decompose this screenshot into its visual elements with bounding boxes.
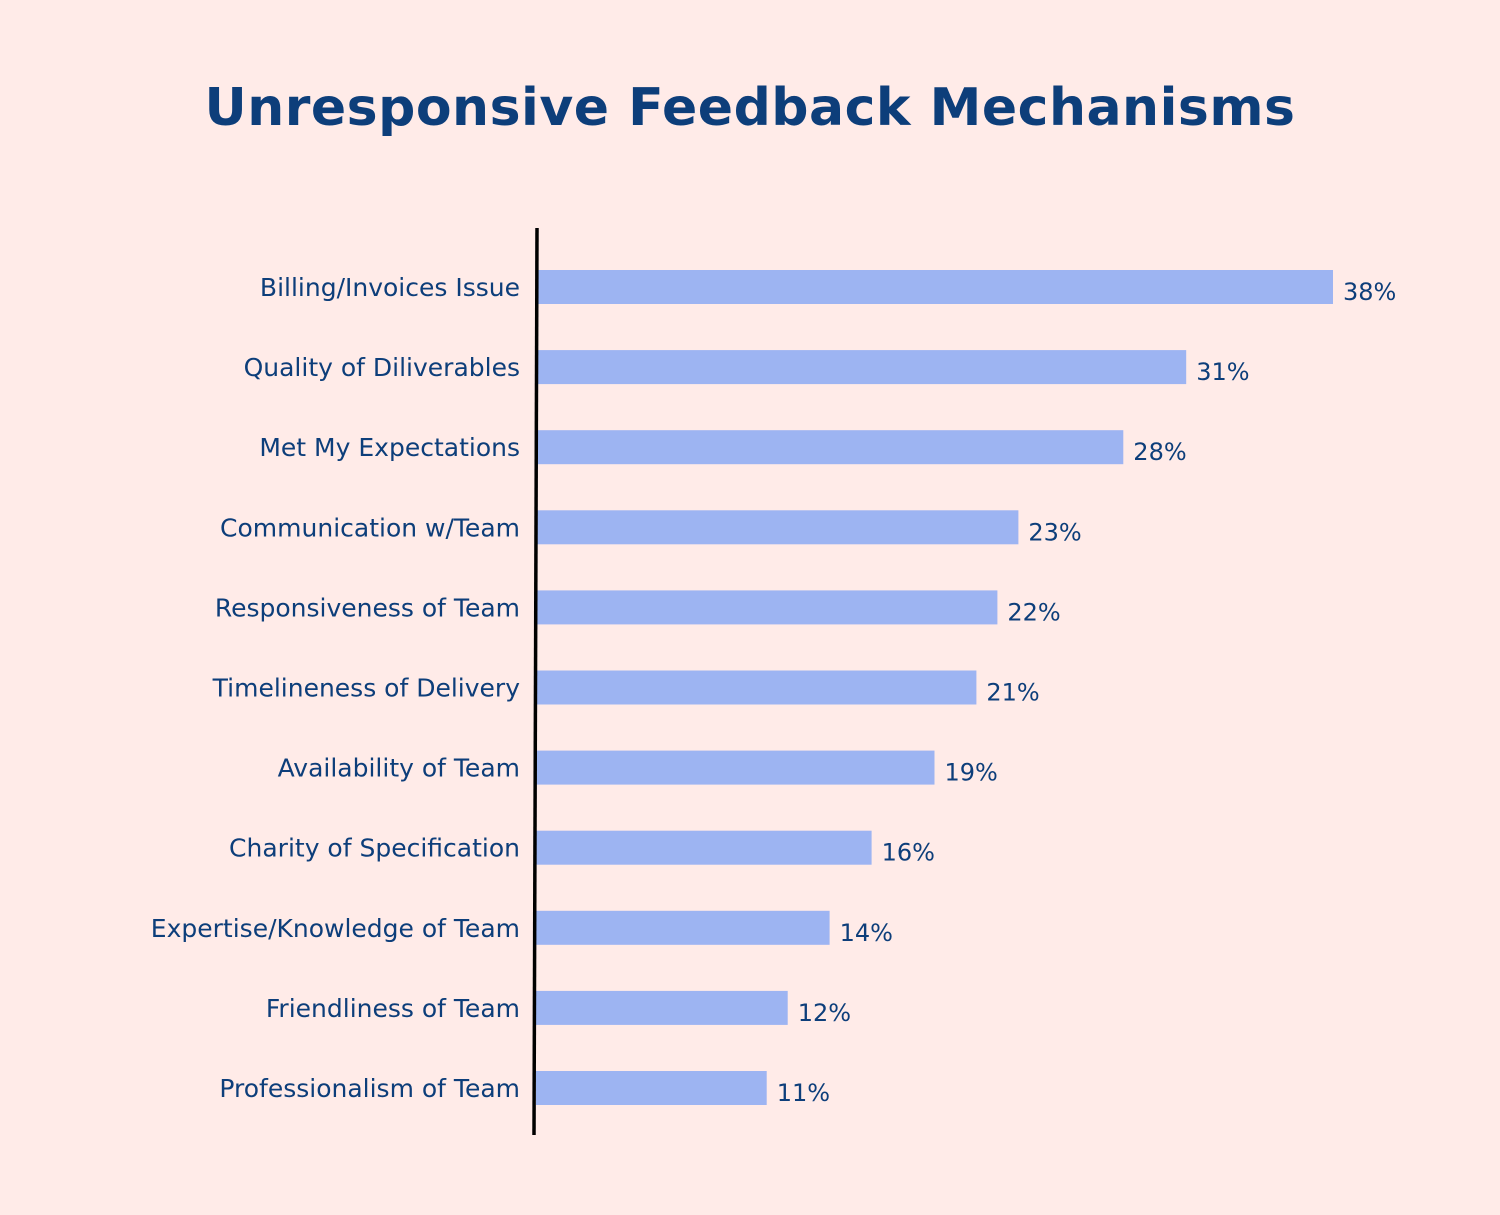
category-label-5: Timelineness of Delivery xyxy=(212,674,521,703)
bar-2 xyxy=(536,430,1124,465)
value-label-8: 14% xyxy=(840,919,893,947)
bar-1 xyxy=(536,350,1187,385)
value-label-4: 22% xyxy=(1007,598,1060,626)
category-label-7: Charity of Specification xyxy=(229,834,520,863)
chart-title: Unresponsive Feedback Mechanisms xyxy=(204,78,1296,138)
category-label-8: Expertise/Knowledge of Team xyxy=(151,914,520,943)
value-labels: 38% 31% 28% 23% 22% 21% 19% 16% 14% 12% 11% xyxy=(777,278,1397,1107)
value-label-0: 38% xyxy=(1343,278,1396,306)
bar-6 xyxy=(536,750,935,785)
category-label-2: Met My Expectations xyxy=(259,433,520,462)
value-label-10: 11% xyxy=(777,1079,830,1107)
category-labels: Billing/Invoices Issue Quality of Diliver… xyxy=(151,273,520,1103)
category-label-4: Responsiveness of Team xyxy=(215,593,520,622)
bar-8 xyxy=(536,910,830,945)
bar-4 xyxy=(536,590,998,625)
bar-9 xyxy=(536,990,788,1025)
value-label-2: 28% xyxy=(1133,438,1186,466)
bar-3 xyxy=(536,510,1019,545)
value-label-6: 19% xyxy=(945,759,998,787)
bars-layer xyxy=(536,270,1333,1105)
category-label-10: Professionalism of Team xyxy=(219,1074,520,1103)
bar-0 xyxy=(536,270,1333,304)
category-label-6: Availability of Team xyxy=(278,754,520,783)
value-label-1: 31% xyxy=(1196,358,1249,386)
bar-10 xyxy=(536,1071,767,1105)
value-label-9: 12% xyxy=(798,999,851,1027)
bar-5 xyxy=(536,670,977,705)
value-label-7: 16% xyxy=(882,839,935,867)
category-label-0: Billing/Invoices Issue xyxy=(260,273,520,302)
value-label-5: 21% xyxy=(986,679,1039,707)
category-label-1: Quality of Diliverables xyxy=(244,353,520,382)
value-label-3: 23% xyxy=(1028,518,1081,546)
category-label-9: Friendliness of Team xyxy=(266,994,520,1023)
category-label-3: Communication w/Team xyxy=(220,513,520,542)
y-axis-line xyxy=(532,227,539,1136)
bar-7 xyxy=(536,830,872,865)
